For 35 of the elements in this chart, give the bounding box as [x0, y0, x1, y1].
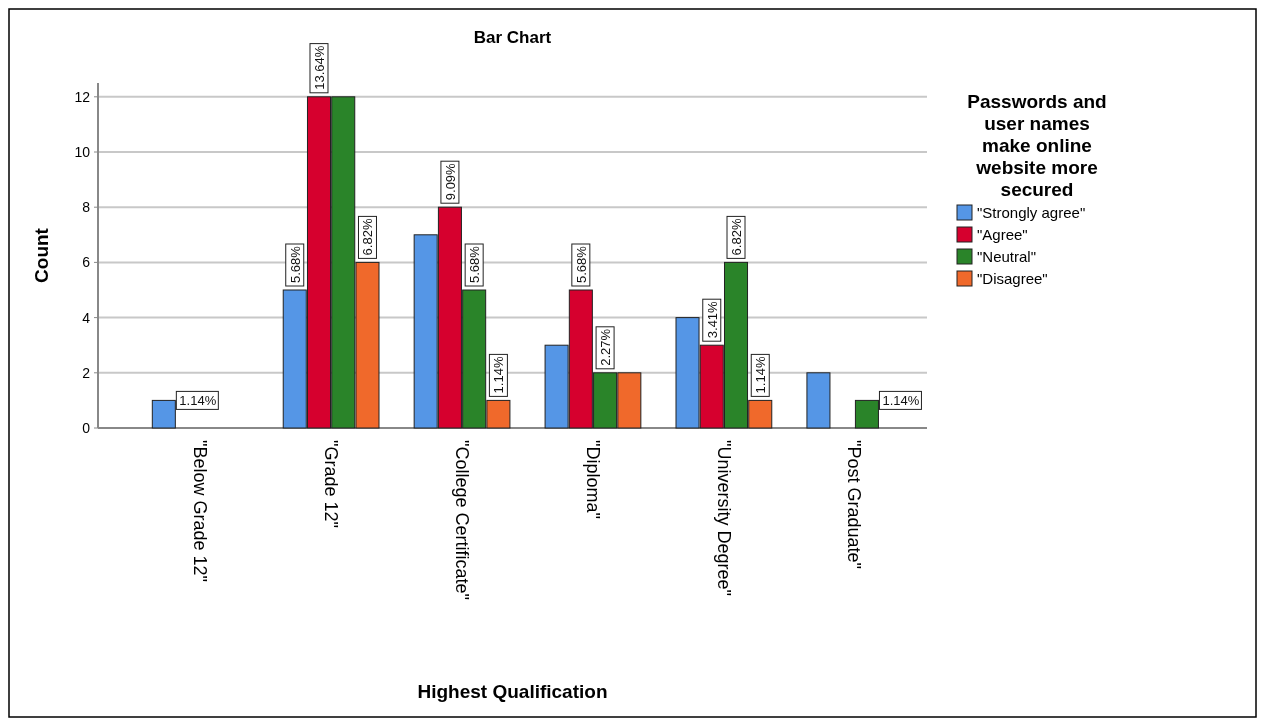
legend-title: Passwords and user names make online website more secured [967, 91, 1107, 200]
legend-label: "Neutral" [977, 248, 1037, 265]
x-tick-label: "Diploma" [582, 440, 603, 519]
annotation: 5.68% [573, 245, 589, 283]
y-tick-label: 8 [82, 199, 91, 216]
y-tick-label: 10 [74, 143, 91, 160]
bar [806, 372, 831, 429]
annotation: 13.64% [311, 45, 327, 90]
legend-label: "Agree" [977, 226, 1028, 243]
y-tick-label: 12 [74, 88, 91, 105]
x-tick-label: "Grade 12" [320, 440, 341, 528]
legend-label: "Disagree" [977, 270, 1048, 287]
annotation: 1.14% [753, 356, 769, 394]
annotation: 1.14% [179, 393, 217, 409]
annotation: 9.09% [442, 162, 458, 201]
x-tick-label: "Post Graduate" [844, 440, 865, 569]
legend-label: "Strongly agree" [977, 204, 1086, 221]
y-axis-title: Count [31, 227, 52, 283]
annotation: 1.14% [882, 393, 920, 409]
x-tick-label: "College Certificate" [451, 440, 472, 600]
y-tick-label: 4 [82, 309, 91, 326]
y-tick-label: 0 [82, 419, 91, 436]
y-tick-label: 6 [82, 254, 91, 271]
x-axis-title: Highest Qualification [417, 681, 608, 702]
chart-title: Bar Chart [473, 28, 552, 47]
annotation: 5.68% [287, 245, 303, 283]
y-tick-label: 2 [82, 364, 91, 381]
annotation: 5.68% [467, 245, 483, 283]
annotation: 6.82% [729, 218, 745, 256]
annotation: 2.27% [598, 328, 614, 366]
x-tick-label: "Below Grade 12" [189, 440, 210, 582]
x-tick-label: "University Degree" [713, 440, 734, 596]
annotation: 1.14% [491, 356, 507, 394]
annotation: 3.41% [704, 300, 720, 339]
annotation: 6.82% [360, 218, 376, 256]
